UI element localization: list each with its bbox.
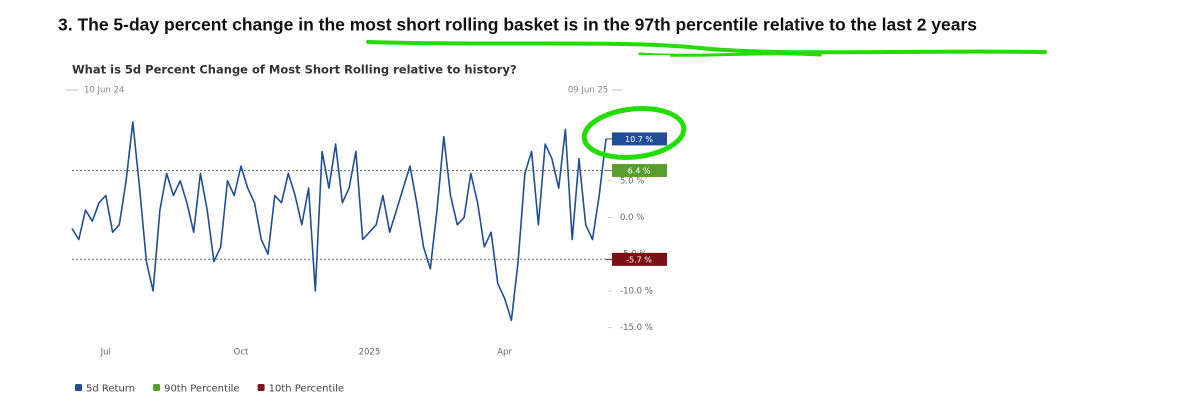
y-tick-label: -15.0 % [620,323,653,333]
x-tick-label: 2025 [359,348,381,358]
x-tick-label: Jul [100,348,111,358]
chart-title: What is 5d Percent Change of Most Short … [72,63,517,77]
heading: 3. The 5-day percent change in the most … [58,15,977,35]
x-tick-label: 10 Jun 24 [84,86,124,96]
legend-label: 5d Return [86,384,135,395]
value-badge [612,132,667,146]
value-badge [612,252,667,266]
value-badge [612,163,667,177]
x-tick-label: Apr [497,348,512,358]
x-tick-label: 09 Jun 25 [568,86,608,96]
y-tick-label: 5.0 % [620,176,644,186]
chart-card [60,55,670,405]
legend-swatch [75,384,82,391]
legend-swatch [257,384,265,391]
y-tick-label: -10.0 % [620,286,653,296]
series-line [71,121,607,322]
x-tick-label: Oct [234,348,249,358]
legend-label: 90th Percentile [164,384,240,395]
legend-label: 10th Percentile [269,384,345,395]
highlight-circle [581,106,687,160]
value-label: 6.4 % [628,166,651,175]
value-label: 10.7 % [625,135,653,144]
highlight-underline [366,40,1047,55]
y-tick-label: 0.0 % [620,213,644,223]
value-label: -5.7 % [626,255,652,264]
legend-swatch [153,384,161,391]
plot: 10 Jun 24 Jul Oct 2025 Apr 09 Jun 25 5.0 % 0.0 … [66,86,667,395]
highlight-underline [638,52,822,57]
